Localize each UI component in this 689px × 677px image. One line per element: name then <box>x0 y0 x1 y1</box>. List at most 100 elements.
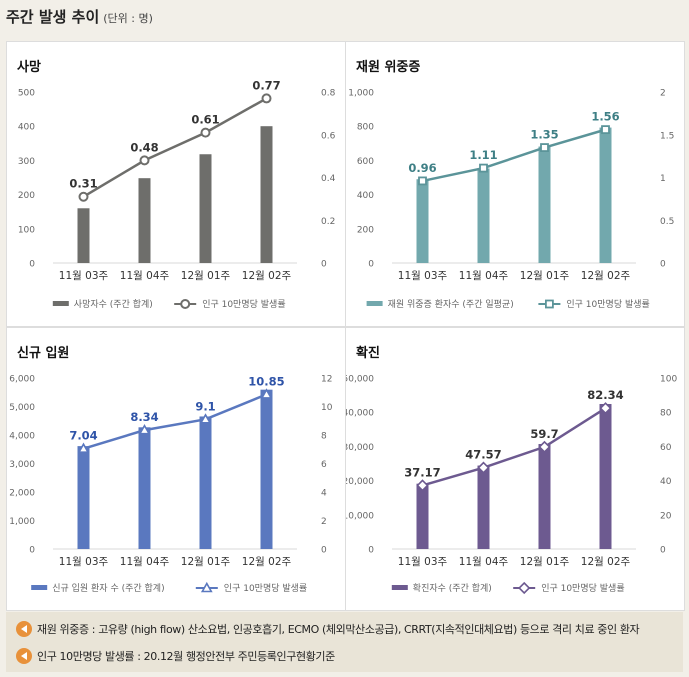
y-right-tick-label: 80 <box>660 409 672 419</box>
bar <box>538 146 551 263</box>
y-left-tick-label: 500 <box>18 89 35 99</box>
x-tick-label: 12월 02주 <box>242 556 292 568</box>
data-label: 7.04 <box>69 429 97 443</box>
x-tick-label: 11월 04주 <box>120 270 170 282</box>
legend-bar-label: 재원 위중증 환자수 (주간 일평균) <box>388 298 514 310</box>
y-left-tick-label: 800 <box>357 123 374 133</box>
y-right-tick-label: 1 <box>660 174 666 184</box>
x-tick-label: 12월 02주 <box>581 556 631 568</box>
y-right-tick-label: 12 <box>321 375 332 385</box>
y-left-tick-label: 20,000 <box>346 477 374 487</box>
bar <box>477 465 490 549</box>
data-label: 8.34 <box>130 410 158 424</box>
chart-panel-confirmed: 확진 0 10,000 20,000 30,000 40,000 50,000 0 20 40 6… <box>345 327 685 611</box>
line-marker <box>139 155 150 166</box>
data-label: 1.35 <box>530 128 558 142</box>
y-right-tick-label: 10 <box>321 403 333 413</box>
y-right-tick-label: 0 <box>660 546 666 556</box>
chart-panel-admissions: 신규 입원 0 1,000 2,000 3,000 4,000 5,000 6,000 0 2 4… <box>6 327 346 611</box>
line-marker <box>78 191 89 202</box>
line-marker <box>200 581 213 593</box>
chart-confirmed: 0 10,000 20,000 30,000 40,000 50,000 0 20 40 60 80… <box>346 375 677 595</box>
y-left-tick-label: 40,000 <box>346 409 374 419</box>
footnote: 재원 위중증 : 고유량 (high flow) 산소요법, 인공호흡기, EC… <box>16 621 640 637</box>
data-label: 1.11 <box>469 148 497 162</box>
footnotes: 재원 위중증 : 고유량 (high flow) 산소요법, 인공호흡기, EC… <box>6 612 683 672</box>
footnote: 인구 10만명당 발생률 : 20.12월 행정안전부 주민등록인구현황기준 <box>16 648 335 664</box>
y-right-tick-label: 0.2 <box>321 217 335 227</box>
line-marker <box>544 299 554 309</box>
x-tick-label: 11월 03주 <box>59 556 109 568</box>
data-label: 47.57 <box>465 448 501 462</box>
y-left-tick-label: 600 <box>357 157 374 167</box>
chart-title: 신규 입원 <box>17 346 70 361</box>
page-title: 주간 발생 추이 (단위 : 명) <box>6 6 153 32</box>
line-marker <box>599 402 612 415</box>
legend-line-label: 인구 10만명당 발생률 <box>566 299 649 310</box>
y-right-tick-label: 0 <box>321 546 327 556</box>
y-left-tick-label: 1,000 <box>9 517 35 527</box>
x-tick-label: 12월 02주 <box>242 270 292 282</box>
bar <box>260 389 273 549</box>
x-tick-label: 12월 01주 <box>520 270 570 282</box>
legend-bar-swatch <box>391 585 408 590</box>
y-left-tick-label: 10,000 <box>346 511 374 521</box>
y-left-tick-label: 0 <box>29 546 35 556</box>
line-marker <box>200 127 211 138</box>
footnote-text: 재원 위중증 : 고유량 (high flow) 산소요법, 인공호흡기, EC… <box>37 623 640 636</box>
y-right-tick-label: 0.4 <box>321 174 336 184</box>
y-left-tick-label: 300 <box>18 157 35 167</box>
x-tick-label: 11월 04주 <box>120 556 170 568</box>
y-right-tick-label: 20 <box>660 511 672 521</box>
y-left-tick-label: 0 <box>368 546 374 556</box>
speaker-icon <box>16 648 32 664</box>
y-right-tick-label: 0 <box>321 260 327 270</box>
x-tick-label: 12월 01주 <box>520 556 570 568</box>
bar <box>199 154 212 263</box>
y-right-tick-label: 2 <box>660 89 666 99</box>
x-tick-label: 12월 02주 <box>581 270 631 282</box>
line-marker <box>416 479 429 492</box>
x-tick-label: 12월 01주 <box>181 270 231 282</box>
x-tick-label: 11월 03주 <box>398 556 448 568</box>
data-label: 1.56 <box>591 110 619 124</box>
unit-label: (단위 : 명) <box>103 12 153 25</box>
legend-bar-label: 사망자수 (주간 합계) <box>74 298 153 310</box>
y-left-tick-label: 0 <box>29 260 35 270</box>
line-marker <box>601 125 610 135</box>
chart-panel-severe: 재원 위중증 0 200 400 600 800 1,000 0 0.5 1 1.5 2 11월 03… <box>345 41 685 327</box>
y-left-tick-label: 2,000 <box>9 489 35 499</box>
legend-bar-swatch <box>52 301 69 306</box>
y-right-tick-label: 60 <box>660 443 672 453</box>
line-marker <box>540 143 549 152</box>
y-left-tick-label: 200 <box>18 191 35 201</box>
line-marker <box>538 440 551 454</box>
y-left-tick-label: 50,000 <box>346 375 374 385</box>
x-tick-label: 12월 01주 <box>181 556 231 568</box>
rate-line <box>82 97 268 198</box>
legend-line-label: 인구 10만명당 발생률 <box>202 299 285 310</box>
data-label: 9.1 <box>195 399 215 413</box>
speaker-icon <box>16 621 32 637</box>
y-right-tick-label: 0.6 <box>321 131 336 141</box>
bar <box>599 127 612 264</box>
y-left-tick-label: 400 <box>357 191 374 201</box>
y-right-tick-label: 1.5 <box>660 131 674 141</box>
rate-line <box>83 393 267 450</box>
data-label: 0.61 <box>191 113 219 127</box>
bar <box>77 446 90 549</box>
data-label: 0.96 <box>408 161 436 175</box>
legend-bar-swatch <box>366 301 383 306</box>
chart-severe: 0 200 400 600 800 1,000 0 0.5 1 1.5 2 11월 03주 11월 04… <box>348 89 674 311</box>
y-right-tick-label: 0.5 <box>660 217 674 227</box>
y-left-tick-label: 0 <box>368 260 374 270</box>
footnote-text: 인구 10만명당 발생률 : 20.12월 행정안전부 주민등록인구현황기준 <box>37 650 335 663</box>
page-title-text: 주간 발생 추이 <box>6 8 100 26</box>
bar <box>416 483 429 549</box>
bar <box>477 168 490 263</box>
bar <box>77 208 90 263</box>
x-tick-label: 11월 03주 <box>59 270 109 282</box>
chart-title: 확진 <box>356 346 380 361</box>
y-right-tick-label: 0.8 <box>321 89 336 99</box>
legend-bar-label: 신규 입원 환자 수 (주간 합계) <box>52 582 164 594</box>
